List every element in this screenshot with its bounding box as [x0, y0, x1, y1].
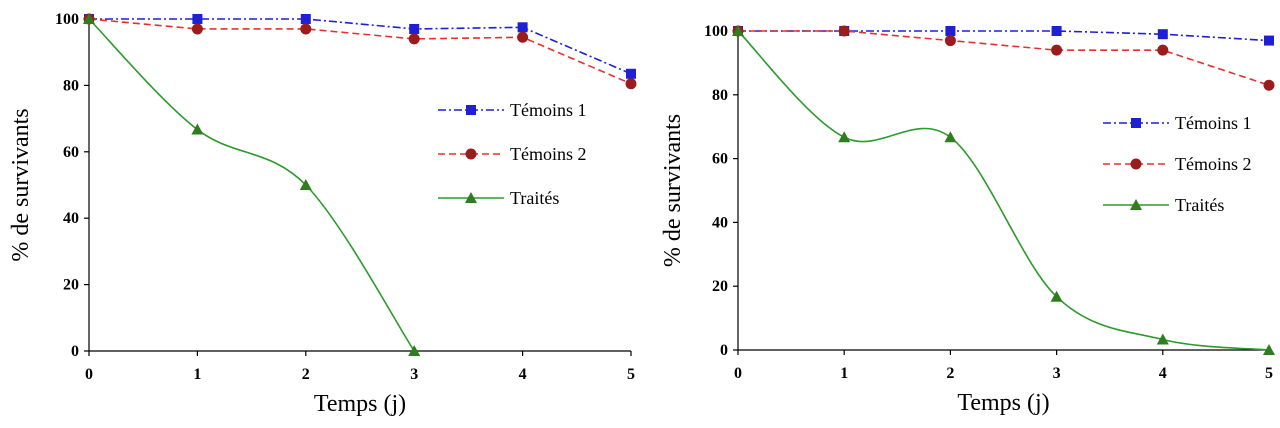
chart-right-svg: 0 20 40 60 80 100 0 1 2 3 4 5 Temps (j) % de survivan… — [660, 23, 1275, 416]
chart1-y-tick-label: 100 — [704, 23, 728, 40]
chart1-series-2-point — [838, 131, 851, 143]
chart0-legend-item-2: Traités — [438, 188, 559, 208]
chart1-series-0-point — [1157, 29, 1168, 40]
chart0-x-tick-label: 1 — [193, 366, 201, 383]
chart0-legend-marker-0 — [466, 105, 476, 115]
chart0-x-tick-label: 4 — [519, 366, 527, 383]
chart0-series-0-point — [626, 68, 636, 79]
chart1-series-1 — [732, 25, 1275, 91]
chart0-y-tick-label: 20 — [63, 277, 79, 294]
chart1-series-2 — [732, 25, 1275, 355]
chart0-x-tick-label: 2 — [302, 366, 310, 383]
chart1-series-2-point — [1050, 290, 1063, 302]
chart1-legend-marker-1 — [1130, 158, 1142, 170]
chart0-series-2-line — [88, 18, 415, 352]
chart0-series-1-point — [625, 78, 637, 90]
chart0-series-1-point — [408, 33, 420, 45]
chart1-x-tick-label: 2 — [946, 365, 954, 382]
chart1-legend-marker-0 — [1131, 118, 1141, 128]
chart0-series-2-point — [83, 13, 95, 24]
chart1-series-1-line — [738, 30, 1270, 86]
chart1-legend-label-1: Témoins 2 — [1175, 154, 1252, 174]
chart0-series-2-point — [191, 123, 204, 135]
chart0-legend-label-0: Témoins 1 — [510, 100, 587, 120]
chart0-series-0 — [84, 14, 636, 79]
chart0-legend-item-1: Témoins 2 — [438, 144, 587, 164]
chart1-series-0 — [733, 26, 1274, 46]
chart1-series-1-point — [944, 35, 956, 47]
chart1-series-2-point — [1156, 333, 1169, 345]
chart1-series-1-point — [1157, 44, 1169, 56]
chart0-y-tick-label: 80 — [63, 77, 79, 94]
chart1-y-tick-label: 0 — [720, 342, 728, 359]
chart0-y-tick-label: 60 — [63, 144, 79, 161]
chart1-series-2-point — [944, 131, 957, 143]
chart0-series-0-point — [409, 23, 420, 34]
chart0-series-1-point — [517, 31, 529, 43]
chart1-legend-marker-2 — [1130, 199, 1142, 210]
chart1-series-2-point — [1263, 344, 1275, 355]
chart1-y-tick-label: 20 — [712, 278, 728, 295]
chart1-legend-item-0: Témoins 1 — [1103, 113, 1252, 133]
chart0-x-tick-label: 5 — [627, 366, 635, 383]
chart0-series-2-point — [408, 345, 421, 356]
chart0-series-2 — [83, 13, 421, 356]
chart1-y-tick-label: 80 — [712, 87, 728, 104]
chart0-legend-item-0: Témoins 1 — [438, 100, 587, 120]
chart0-y-tick-label: 0 — [71, 343, 79, 360]
chart0-series-0-point — [517, 22, 528, 33]
chart1-legend-label-0: Témoins 1 — [1175, 113, 1252, 133]
chart1-legend-item-1: Témoins 2 — [1103, 154, 1252, 174]
chart1-x-axis-title: Temps (j) — [957, 390, 1049, 416]
chart1-series-0-point — [945, 26, 956, 36]
chart1-series-1-point — [1051, 44, 1063, 56]
chart0-y-tick-label: 40 — [63, 210, 79, 227]
chart0-y-axis-title: % de survivants — [8, 108, 34, 261]
chart1-x-tick-label: 5 — [1265, 365, 1273, 382]
chart0-legend-marker-2 — [465, 192, 477, 203]
chart0-series-1-line — [88, 18, 632, 85]
chart1-series-2-point — [732, 25, 744, 36]
chart0-series-1-point — [300, 23, 312, 35]
chart1-series-0-point — [1264, 35, 1274, 46]
chart1-x-tick-label: 4 — [1159, 365, 1167, 382]
chart-right: 0 20 40 60 80 100 0 1 2 3 4 5 Temps (j) % de survivan… — [650, 0, 1280, 428]
chart0-x-tick-label: 0 — [85, 366, 93, 383]
chart1-series-1-point — [1263, 79, 1275, 91]
chart-left-svg: 0 20 40 60 80 100 0 1 2 3 4 5 Temps (j) % de survivan… — [8, 11, 637, 417]
chart1-x-tick-label: 1 — [840, 365, 848, 382]
chart1-series-0-point — [1051, 26, 1062, 36]
chart-left: 0 20 40 60 80 100 0 1 2 3 4 5 Temps (j) % de survivan… — [8, 11, 637, 417]
chart0-x-tick-label: 3 — [410, 366, 418, 383]
chart0-series-0-line — [89, 18, 632, 75]
chart0-legend-marker-1 — [465, 148, 477, 160]
chart0-series-1 — [83, 13, 637, 90]
chart0-series-0-point — [192, 14, 203, 24]
chart1-legend-item-2: Traités — [1103, 195, 1224, 215]
chart1-legend-label-2: Traités — [1175, 195, 1224, 215]
chart0-series-2-point — [299, 179, 312, 190]
chart0-legend-label-2: Traités — [510, 188, 559, 208]
chart1-y-tick-label: 60 — [712, 151, 728, 168]
chart1-y-axis-title: % de survivants — [660, 114, 686, 267]
chart0-y-tick-label: 100 — [55, 11, 79, 28]
chart1-x-tick-label: 3 — [1053, 365, 1061, 382]
chart0-legend-label-1: Témoins 2 — [510, 144, 587, 164]
chart0-series-0-point — [300, 14, 311, 24]
chart0-series-1-point — [191, 23, 203, 35]
chart1-series-0-line — [738, 30, 1270, 42]
chart1-series-2-line — [737, 30, 1270, 351]
chart1-x-tick-label: 0 — [734, 365, 742, 382]
chart0-x-axis-title: Temps (j) — [314, 391, 406, 417]
chart1-y-tick-label: 40 — [712, 214, 728, 231]
chart1-series-1-point — [838, 25, 850, 37]
